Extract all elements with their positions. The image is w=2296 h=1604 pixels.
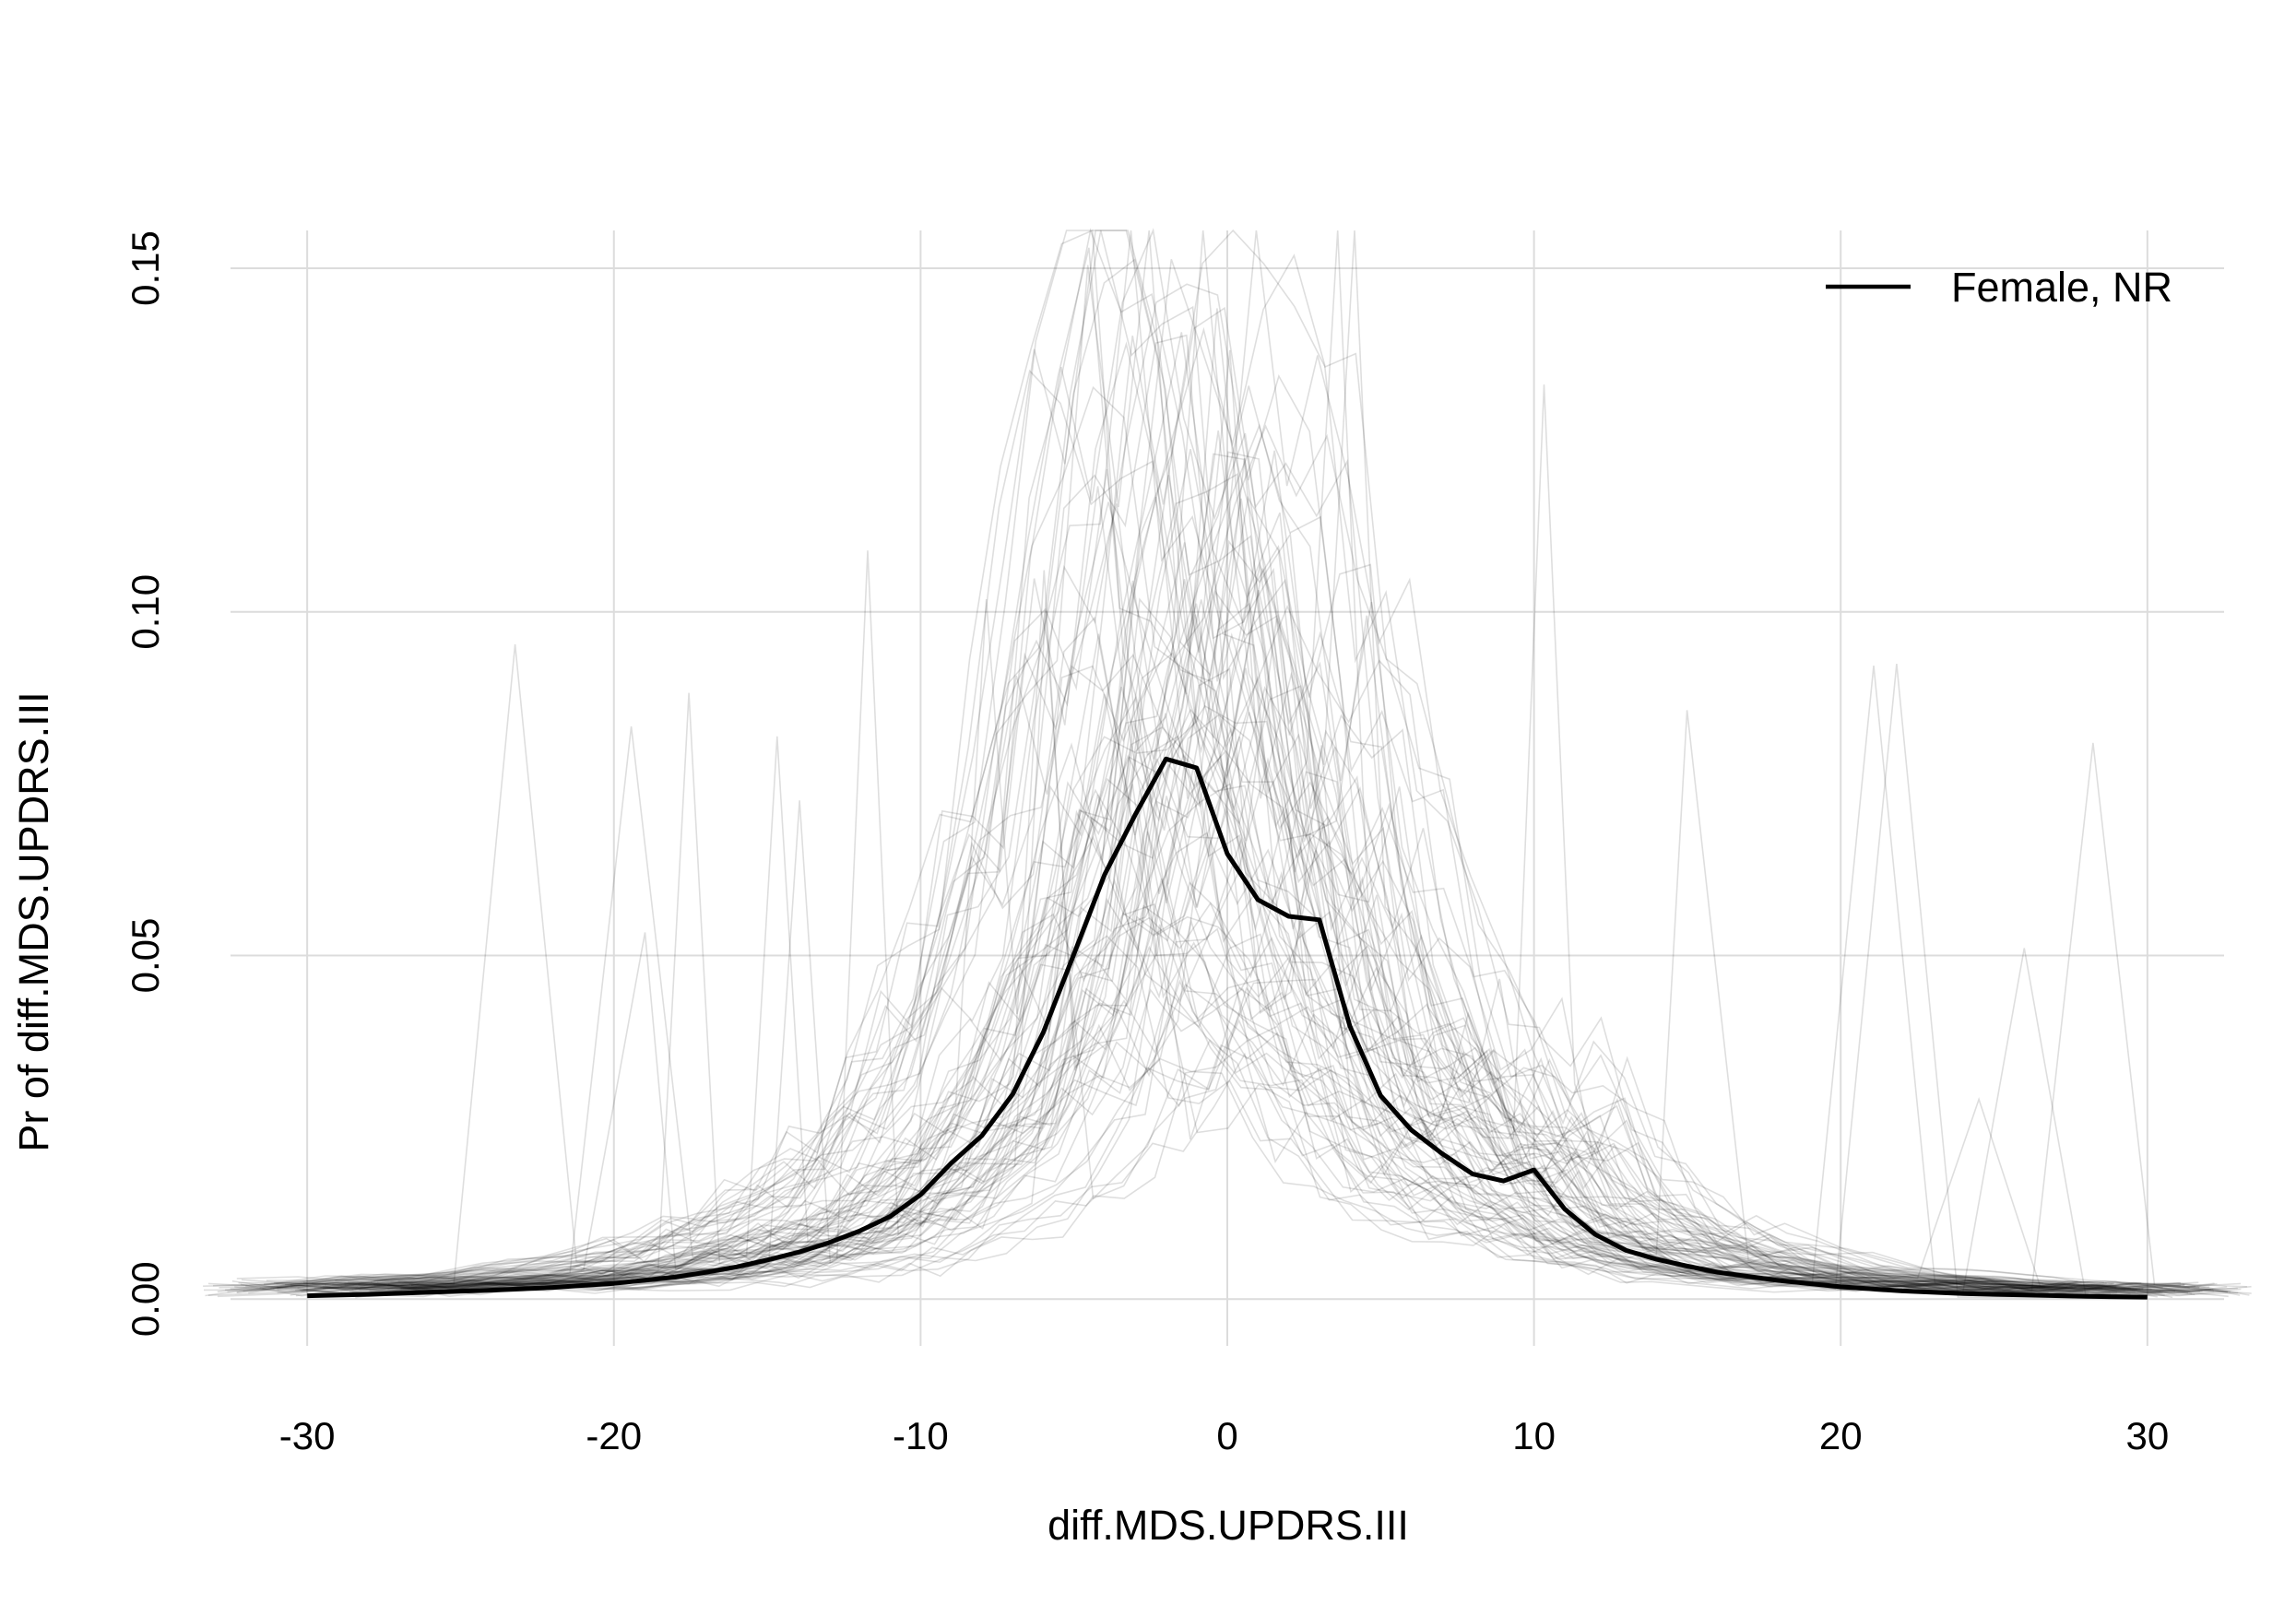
background-line-49 <box>320 1039 2161 1296</box>
background-line-65 <box>276 603 2117 1291</box>
background-line-10 <box>270 708 2111 1296</box>
y-tick-labels: 0.00 0.05 0.10 0.15 <box>124 230 167 1337</box>
background-line-67 <box>349 1019 2190 1294</box>
background-line-77 <box>241 230 2082 1292</box>
background-line-18 <box>219 501 2060 1296</box>
background-line-32 <box>314 326 2156 1292</box>
background-line-66 <box>316 831 2158 1298</box>
background-line-69 <box>266 334 2107 1291</box>
legend-label: Female, NR <box>1951 264 2172 311</box>
background-line-76 <box>373 254 2215 1292</box>
background-line-73 <box>203 385 2044 1297</box>
background-line-79 <box>212 654 2053 1295</box>
background-line-38 <box>387 590 2228 1293</box>
background-line-24 <box>227 503 2068 1293</box>
x-tick-label-0: -30 <box>279 1414 336 1457</box>
background-line-31 <box>322 987 2163 1297</box>
background-line-20 <box>225 736 2065 1295</box>
background-line-22 <box>203 229 2043 1287</box>
background-line-88 <box>386 230 2228 1296</box>
background-line-70 <box>344 230 2185 1290</box>
background-line-1 <box>322 332 2163 1290</box>
x-tick-label-2: -10 <box>893 1414 949 1457</box>
background-line-33 <box>301 449 2142 1292</box>
x-axis-title: diff.MDS.UPDRS.III <box>1047 1502 1409 1549</box>
background-line-21 <box>358 308 2199 1291</box>
background-line-42 <box>355 1052 2196 1299</box>
y-axis-title: Pr of diff.MDS.UPDRS.III <box>10 691 57 1151</box>
background-line-0 <box>340 783 2182 1291</box>
background-line-25 <box>335 306 2176 1292</box>
background-line-28 <box>360 714 2201 1293</box>
background-line-82 <box>373 230 2214 1294</box>
background-line-89 <box>277 879 2118 1297</box>
y-tick-label-2: 0.10 <box>124 574 167 650</box>
background-line-60 <box>236 230 2077 1294</box>
background-line-46 <box>277 996 2118 1299</box>
background-line-43 <box>290 692 2131 1296</box>
background-line-34 <box>348 384 2189 1294</box>
background-line-59 <box>205 616 2046 1297</box>
background-line-5 <box>277 696 2118 1293</box>
x-tick-label-1: -20 <box>586 1414 642 1457</box>
main-series <box>307 756 2148 1300</box>
background-line-81 <box>230 247 2071 1291</box>
x-tick-labels: -30 -20 -10 0 10 20 30 <box>279 1414 2169 1457</box>
grid-lines <box>231 230 2224 1346</box>
background-line-72 <box>390 512 2231 1293</box>
background-line-52 <box>217 468 2058 1296</box>
background-line-71 <box>400 532 2242 1297</box>
y-tick-label-1: 0.05 <box>124 918 167 994</box>
background-line-17 <box>332 918 2173 1299</box>
background-line-80 <box>290 979 2131 1297</box>
x-tick-label-3: 0 <box>1216 1414 1237 1457</box>
background-line-8 <box>263 228 2104 1287</box>
background-line-57 <box>285 904 2125 1295</box>
background-line-15 <box>272 230 2113 1291</box>
background-line-26 <box>259 230 2101 1293</box>
background-line-54 <box>236 788 2077 1295</box>
background-line-9 <box>359 385 2200 1291</box>
background-line-64 <box>387 902 2229 1297</box>
background-line-74 <box>400 423 2242 1292</box>
background-line-44 <box>276 693 2117 1290</box>
background-line-83 <box>217 666 2058 1298</box>
background-line-78 <box>302 725 2144 1297</box>
background-line-19 <box>373 229 2215 1291</box>
background-line-14 <box>376 550 2218 1294</box>
background-line-11 <box>295 542 2136 1295</box>
background-line-13 <box>410 685 2252 1293</box>
background-line-3 <box>344 652 2185 1293</box>
x-tick-label-4: 10 <box>1512 1414 1556 1457</box>
background-line-75 <box>248 777 2089 1294</box>
background-line-36 <box>408 757 2250 1296</box>
background-line-87 <box>397 230 2238 1294</box>
x-tick-label-6: 30 <box>2125 1414 2169 1457</box>
background-line-6 <box>262 228 2103 1296</box>
background-line-30 <box>324 725 2165 1297</box>
background-line-84 <box>349 736 2191 1294</box>
background-line-23 <box>311 597 2152 1294</box>
background-line-51 <box>231 369 2073 1291</box>
background-line-85 <box>359 712 2200 1295</box>
background-line-50 <box>369 451 2210 1294</box>
background-line-45 <box>407 424 2247 1295</box>
background-line-47 <box>297 283 2138 1292</box>
background-line-61 <box>238 230 2079 1284</box>
y-tick-label-3: 0.15 <box>124 230 167 306</box>
background-line-16 <box>340 349 2181 1292</box>
series-line-female-nr <box>307 756 2148 1300</box>
background-line-68 <box>243 784 2084 1295</box>
legend: Female, NR <box>1826 264 2172 311</box>
background-line-37 <box>245 258 2087 1295</box>
background-line-12 <box>354 453 2195 1296</box>
background-line-53 <box>410 930 2252 1294</box>
background-line-56 <box>399 590 2241 1296</box>
background-line-41 <box>234 835 2075 1293</box>
background-line-7 <box>207 486 2049 1298</box>
x-tick-label-5: 20 <box>1819 1414 1863 1457</box>
y-tick-label-0: 0.00 <box>124 1261 167 1337</box>
